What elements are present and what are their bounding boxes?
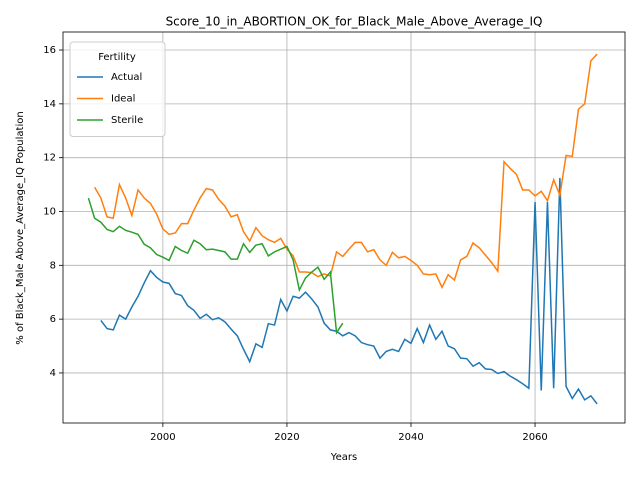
legend-label: Sterile	[111, 115, 143, 126]
y-tick-label: 12	[43, 153, 56, 164]
x-tick-label: 2060	[522, 432, 547, 443]
legend-label: Actual	[111, 72, 142, 83]
y-tick-label: 16	[43, 45, 56, 56]
x-tick-label: 2000	[150, 432, 175, 443]
y-tick-label: 10	[43, 206, 56, 217]
y-axis-label: % of Black_Male Above_Average_IQ Populat…	[15, 111, 26, 344]
series-line	[93, 53, 598, 290]
legend-title: Fertility	[98, 52, 136, 63]
x-axis-label: Years	[330, 452, 357, 463]
chart-title: Score_10_in_ABORTION_OK_for_Black_Male_A…	[166, 15, 543, 29]
y-tick-label: 14	[43, 99, 56, 110]
x-tick-label: 2040	[398, 432, 423, 443]
legend-label: Ideal	[111, 94, 135, 105]
series-line	[87, 197, 344, 335]
series-line	[100, 177, 598, 405]
x-tick-label: 2020	[274, 432, 299, 443]
plot-frame	[62, 31, 626, 424]
y-tick-label: 8	[50, 260, 56, 271]
y-tick-label: 6	[50, 314, 56, 325]
y-tick-label: 4	[50, 368, 56, 379]
legend-box	[69, 41, 166, 137]
